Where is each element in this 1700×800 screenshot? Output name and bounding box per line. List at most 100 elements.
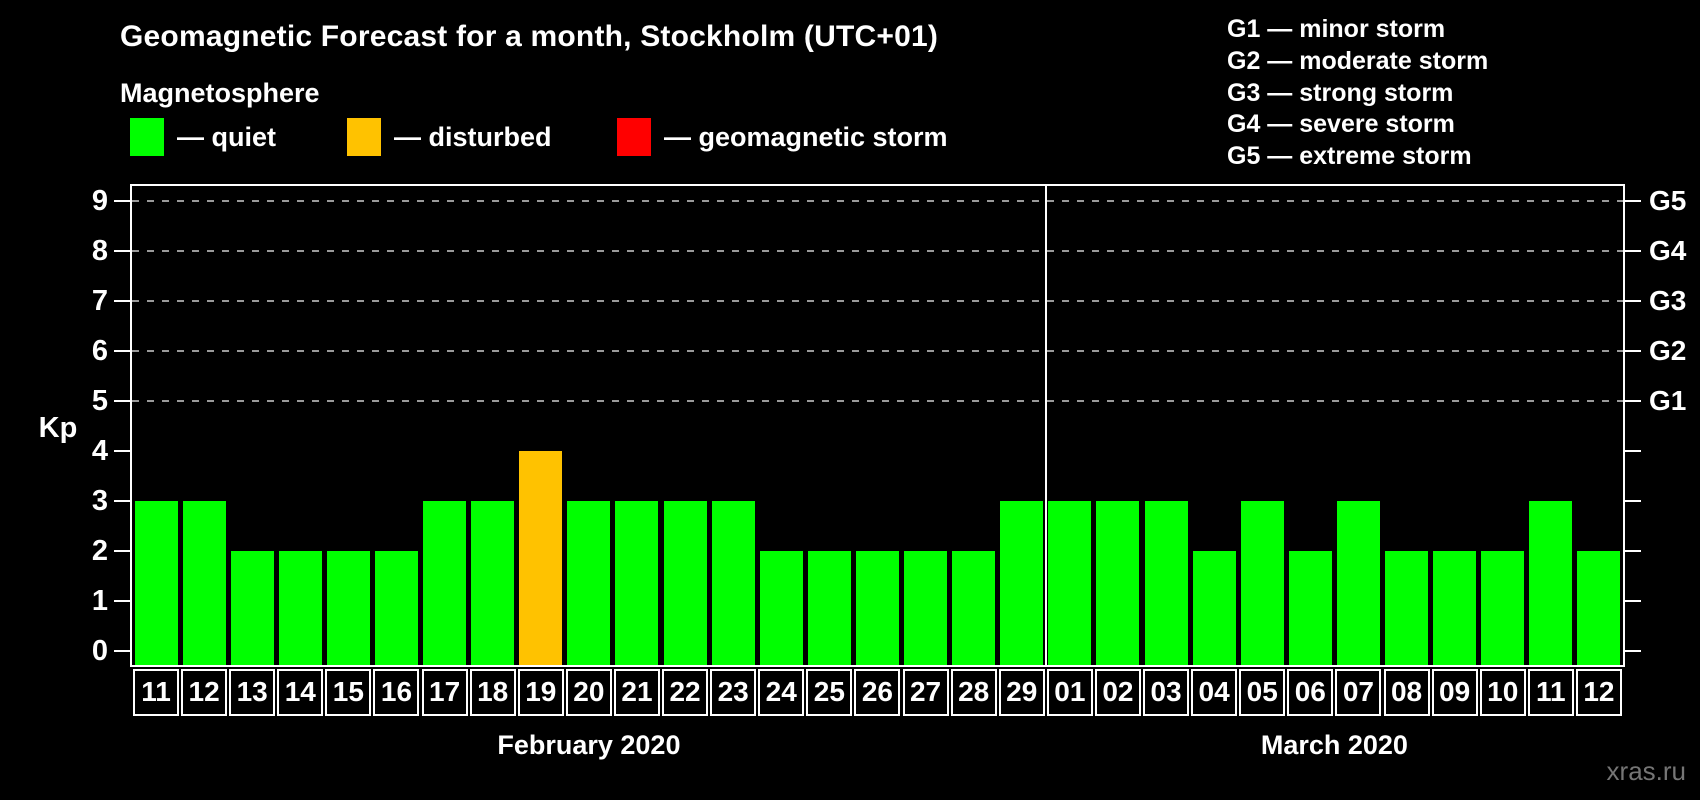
bar-day-12 <box>182 501 226 665</box>
g-axis-label-G4: G4 <box>1649 235 1687 266</box>
bar-day-07 <box>1336 501 1380 665</box>
y-tick-label-4: 4 <box>91 435 108 467</box>
bar-day-06 <box>1288 551 1332 665</box>
disturbed-swatch-icon <box>347 118 381 156</box>
legend-item-label: — geomagnetic storm <box>664 121 948 152</box>
day-label-mar-02: 02 <box>1094 669 1141 716</box>
chart-title: Geomagnetic Forecast for a month, Stockh… <box>120 20 939 53</box>
bar-day-24 <box>759 551 803 665</box>
day-label-feb-27: 27 <box>902 669 949 716</box>
gridline-kp-6 <box>132 350 1623 352</box>
bar-day-18 <box>471 501 515 665</box>
y-tick-label-8: 8 <box>91 235 108 267</box>
day-label-mar-05: 05 <box>1239 669 1286 716</box>
watermark: xras.ru <box>1606 756 1686 786</box>
day-label-feb-28: 28 <box>950 669 997 716</box>
legend-item-quiet: — quiet <box>130 118 276 156</box>
day-label-mar-03: 03 <box>1143 669 1190 716</box>
g-scale-legend: G1 — minor storm G2 — moderate storm G3 — … <box>1227 14 1488 173</box>
bar-day-23 <box>711 501 755 665</box>
day-label-feb-17: 17 <box>421 669 468 716</box>
day-label-feb-23: 23 <box>710 669 757 716</box>
day-label-feb-11: 11 <box>133 669 179 716</box>
day-label-mar-06: 06 <box>1287 669 1334 716</box>
day-label-feb-15: 15 <box>325 669 372 716</box>
plot-inner <box>132 186 1623 665</box>
day-label-mar-10: 10 <box>1479 669 1526 716</box>
day-label-mar-07: 07 <box>1335 669 1382 716</box>
bar-day-22 <box>663 501 707 665</box>
storm-swatch-icon <box>617 118 651 156</box>
left-tick-kp-3 <box>114 500 130 502</box>
legend-item-label: — disturbed <box>394 121 552 152</box>
gridline-kp-8 <box>132 250 1623 252</box>
right-tick-kp-6 <box>1625 350 1641 352</box>
left-tick-kp-8 <box>114 250 130 252</box>
bar-day-04 <box>1192 551 1236 665</box>
gridline-kp-7 <box>132 300 1623 302</box>
y-tick-label-0: 0 <box>91 635 108 667</box>
g-axis-label-G3: G3 <box>1649 285 1687 316</box>
g-legend-line-3: G3 — strong storm <box>1227 78 1454 107</box>
day-label-feb-21: 21 <box>613 669 660 716</box>
bar-day-21 <box>615 501 659 665</box>
gridline-kp-5 <box>132 400 1623 402</box>
day-label-feb-22: 22 <box>662 669 709 716</box>
right-tick-kp-5 <box>1625 400 1641 402</box>
g-legend-line-5: G5 — extreme storm <box>1227 142 1472 171</box>
y-tick-label-7: 7 <box>91 285 108 317</box>
bar-day-05 <box>1240 501 1284 665</box>
day-label-feb-20: 20 <box>565 669 612 716</box>
month-caption-march: March 2020 <box>1260 730 1408 760</box>
day-label-feb-26: 26 <box>854 669 901 716</box>
bar-day-26 <box>855 551 899 665</box>
g-axis-label-G2: G2 <box>1649 335 1687 366</box>
bar-day-10 <box>1481 551 1525 665</box>
day-label-feb-24: 24 <box>758 669 805 716</box>
bar-day-11 <box>1529 501 1573 665</box>
day-label-mar-11: 11 <box>1527 669 1574 716</box>
right-tick-kp-4 <box>1625 450 1641 452</box>
g-legend-line-1: G1 — minor storm <box>1227 15 1446 43</box>
bar-day-17 <box>423 501 467 665</box>
day-label-feb-13: 13 <box>229 669 276 716</box>
day-label-feb-14: 14 <box>277 669 324 716</box>
day-label-mar-04: 04 <box>1191 669 1238 716</box>
bar-day-03 <box>1144 501 1188 665</box>
bar-day-28 <box>952 551 996 665</box>
bar-day-01 <box>1048 501 1092 665</box>
day-label-feb-16: 16 <box>373 669 420 716</box>
day-label-feb-19: 19 <box>517 669 564 716</box>
y-tick-label-9: 9 <box>91 185 108 217</box>
gridline-kp-9 <box>132 200 1623 202</box>
bar-day-08 <box>1385 551 1429 665</box>
g-legend-line-4: G4 — severe storm <box>1227 110 1455 139</box>
month-separator-line <box>1044 186 1047 665</box>
left-tick-kp-1 <box>114 600 130 602</box>
right-tick-kp-3 <box>1625 500 1641 502</box>
g-axis-label-G1: G1 <box>1649 385 1687 416</box>
g-legend-line-2: G2 — moderate storm <box>1227 46 1489 75</box>
month-caption-february: February 2020 <box>497 730 681 760</box>
day-label-feb-18: 18 <box>469 669 516 716</box>
day-label-mar-09: 09 <box>1431 669 1478 716</box>
day-label-feb-25: 25 <box>806 669 853 716</box>
y-tick-label-3: 3 <box>91 485 108 517</box>
right-tick-kp-1 <box>1625 600 1641 602</box>
left-tick-kp-2 <box>114 550 130 552</box>
right-tick-kp-7 <box>1625 300 1641 302</box>
day-label-mar-12: 12 <box>1575 669 1622 716</box>
bar-day-12 <box>1577 551 1621 665</box>
right-tick-kp-9 <box>1625 200 1641 202</box>
left-tick-kp-0 <box>114 650 130 652</box>
bar-day-02 <box>1096 501 1140 665</box>
legend-item-storm: — geomagnetic storm <box>617 118 948 156</box>
right-tick-kp-8 <box>1625 250 1641 252</box>
y-tick-label-5: 5 <box>91 385 108 417</box>
legend-item-label: — quiet <box>177 121 276 152</box>
g-axis-label-G5: G5 <box>1649 185 1687 216</box>
day-label-feb-29: 29 <box>998 669 1045 716</box>
legend-title: Magnetosphere <box>120 78 320 108</box>
legend-item-disturbed: — disturbed <box>347 118 552 156</box>
